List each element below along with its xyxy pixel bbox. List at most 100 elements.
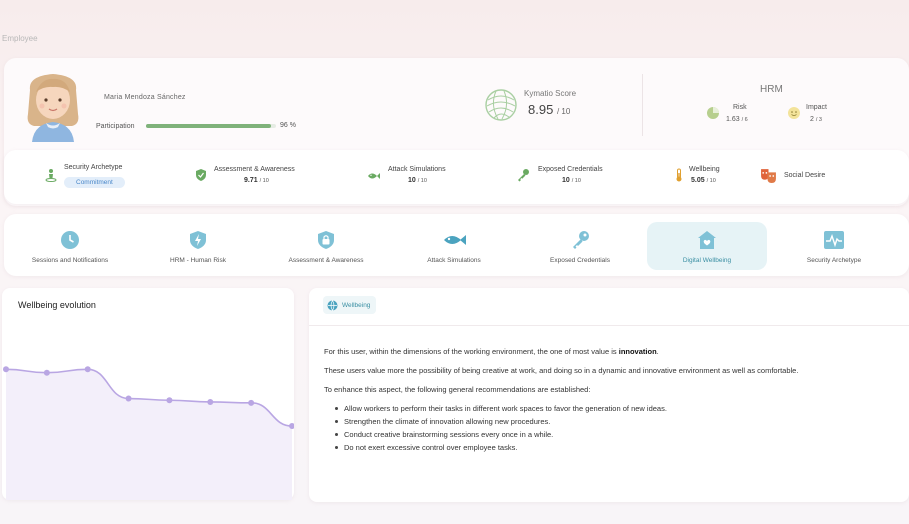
wellbeing-detail-card: Wellbeing For this user, within the dime…	[309, 288, 909, 502]
participation-value: 96 %	[280, 122, 296, 129]
tab-label: Exposed Credentials	[550, 257, 610, 264]
stat-wellbeing[interactable]: Wellbeing 5.05 / 10	[672, 150, 742, 204]
risk-value-number: 1.63	[726, 116, 740, 123]
chart-point-1[interactable]	[43, 369, 50, 376]
wellbeing-label: Wellbeing	[689, 166, 720, 173]
tab-label: Attack Simulations	[427, 257, 481, 264]
list-item: Do not exert excessive control over empl…	[333, 443, 667, 456]
smiley-icon	[788, 107, 800, 119]
stat-attack-simulations[interactable]: Attack Simulations 10 / 10	[366, 150, 476, 204]
chart-point-5[interactable]	[207, 398, 214, 405]
pulse-icon	[824, 231, 844, 249]
impact-value-denominator: / 3	[815, 117, 822, 123]
attack-value-number: 10	[408, 177, 416, 184]
chart-point-3[interactable]	[125, 395, 132, 402]
stat-exposed-credentials[interactable]: Exposed Credentials 10 / 10	[516, 150, 636, 204]
paragraph-enhance: To enhance this aspect, the following ge…	[324, 385, 591, 394]
wellbeing-value-denominator: / 10	[706, 178, 716, 184]
kymatio-score-value: 8.95	[528, 102, 554, 117]
exposed-label: Exposed Credentials	[538, 166, 603, 173]
participation-bar	[146, 124, 276, 128]
pie-chart-icon	[707, 107, 719, 119]
archetype-label: Security Archetype	[64, 164, 123, 171]
thermometer-icon	[676, 168, 682, 182]
home-heart-icon	[698, 231, 716, 249]
tab-security-archetype[interactable]: Security Archetype	[774, 222, 894, 270]
key-icon	[518, 169, 529, 182]
user-name: Maria Mendoza Sánchez	[104, 94, 186, 101]
fish-icon	[444, 235, 466, 245]
chart-point-4[interactable]	[166, 397, 173, 404]
tab-label: Security Archetype	[806, 257, 862, 264]
tab-sessions-notifications[interactable]: Sessions and Notifications	[10, 222, 130, 270]
archetype-badge: Commitment	[64, 177, 125, 188]
stat-security-archetype[interactable]: Security Archetype Commitment	[42, 150, 162, 204]
participation-fill	[146, 124, 271, 128]
chart-point-2[interactable]	[84, 366, 91, 373]
kymatio-score: 8.95 / 10	[528, 102, 570, 117]
wellbeing-pill-label: Wellbeing	[342, 301, 371, 309]
tab-exposed-credentials[interactable]: Exposed Credentials	[520, 222, 640, 270]
breadcrumb[interactable]: Employee	[2, 34, 38, 43]
exposed-value-number: 10	[562, 177, 570, 184]
kymatio-score-denominator: / 10	[556, 107, 571, 116]
tab-attack-simulations[interactable]: Attack Simulations	[394, 222, 514, 270]
globe-icon	[327, 299, 338, 311]
tab-label: HRM - Human Risk	[170, 257, 226, 264]
hrm-title: HRM	[760, 84, 783, 95]
list-item: Allow workers to perform their tasks in …	[333, 404, 667, 417]
tab-label: Assessment & Awareness	[288, 257, 364, 264]
fish-icon	[368, 173, 380, 179]
person-target-icon	[45, 169, 57, 182]
tab-label: Sessions and Notifications	[31, 257, 109, 264]
chart-area	[6, 369, 292, 500]
list-item: Conduct creative brainstorming sessions …	[333, 430, 667, 443]
tab-label: Digital Wellbeing	[682, 257, 732, 264]
risk-value: 1.63 / 6	[726, 116, 748, 123]
divider	[309, 325, 909, 326]
impact-value: 2 / 3	[810, 116, 822, 123]
tab-digital-wellbeing[interactable]: Digital Wellbeing	[647, 222, 767, 270]
paragraph-most-value: For this user, within the dimensions of …	[324, 347, 659, 356]
wellbeing-pill[interactable]: Wellbeing	[323, 296, 377, 314]
tab-hrm-human-risk[interactable]: HRM - Human Risk	[138, 222, 258, 270]
chart-title: Wellbeing evolution	[18, 300, 96, 310]
chart-point-0[interactable]	[3, 366, 9, 373]
wellbeing-value-number: 5.05	[691, 177, 705, 184]
wellbeing-chart	[3, 366, 294, 500]
chart-point-6[interactable]	[248, 399, 255, 406]
stat-social-desire[interactable]: Social Desire	[760, 150, 850, 204]
tab-assessment-awareness[interactable]: Assessment & Awareness	[266, 222, 386, 270]
stat-assessment[interactable]: Assessment & Awareness 9.71 / 10	[194, 150, 324, 204]
attack-value-denominator: / 10	[417, 178, 427, 184]
avatar	[27, 74, 79, 142]
tab-bar: Sessions and Notifications HRM - Human R…	[4, 214, 909, 276]
kymatio-label: Kymatio Score	[524, 89, 577, 98]
divider	[642, 74, 643, 136]
recommendations-list: Allow workers to perform their tasks in …	[333, 404, 667, 456]
assessment-value: 9.71 / 10	[244, 177, 269, 184]
participation-label: Participation	[96, 123, 135, 130]
theater-masks-icon	[761, 169, 776, 183]
shield-check-icon	[196, 169, 206, 181]
risk-value-denominator: / 6	[741, 117, 748, 123]
kymatio-globe-icon	[485, 89, 517, 121]
stats-strip: Security Archetype Commitment Assessment…	[4, 150, 909, 204]
exposed-value-denominator: / 10	[571, 178, 581, 184]
attack-label: Attack Simulations	[388, 166, 446, 173]
highlight-innovation: innovation	[618, 347, 657, 356]
wellbeing-value: 5.05 / 10	[691, 177, 716, 184]
shield-bolt-icon	[190, 231, 206, 249]
impact-label: Impact	[806, 104, 828, 111]
assessment-value-number: 9.71	[244, 177, 258, 184]
clock-icon	[61, 231, 79, 249]
paragraph-users-value: These users value more the possibility o…	[324, 366, 799, 375]
attack-value: 10 / 10	[408, 177, 427, 184]
impact-value-number: 2	[810, 116, 814, 123]
wellbeing-chart-card: Wellbeing evolution	[2, 288, 294, 500]
risk-label: Risk	[733, 104, 747, 111]
assessment-value-denominator: / 10	[259, 178, 269, 184]
list-item: Strengthen the climate of innovation all…	[333, 417, 667, 430]
chart-point-7[interactable]	[289, 423, 294, 430]
assessment-label: Assessment & Awareness	[214, 166, 295, 173]
